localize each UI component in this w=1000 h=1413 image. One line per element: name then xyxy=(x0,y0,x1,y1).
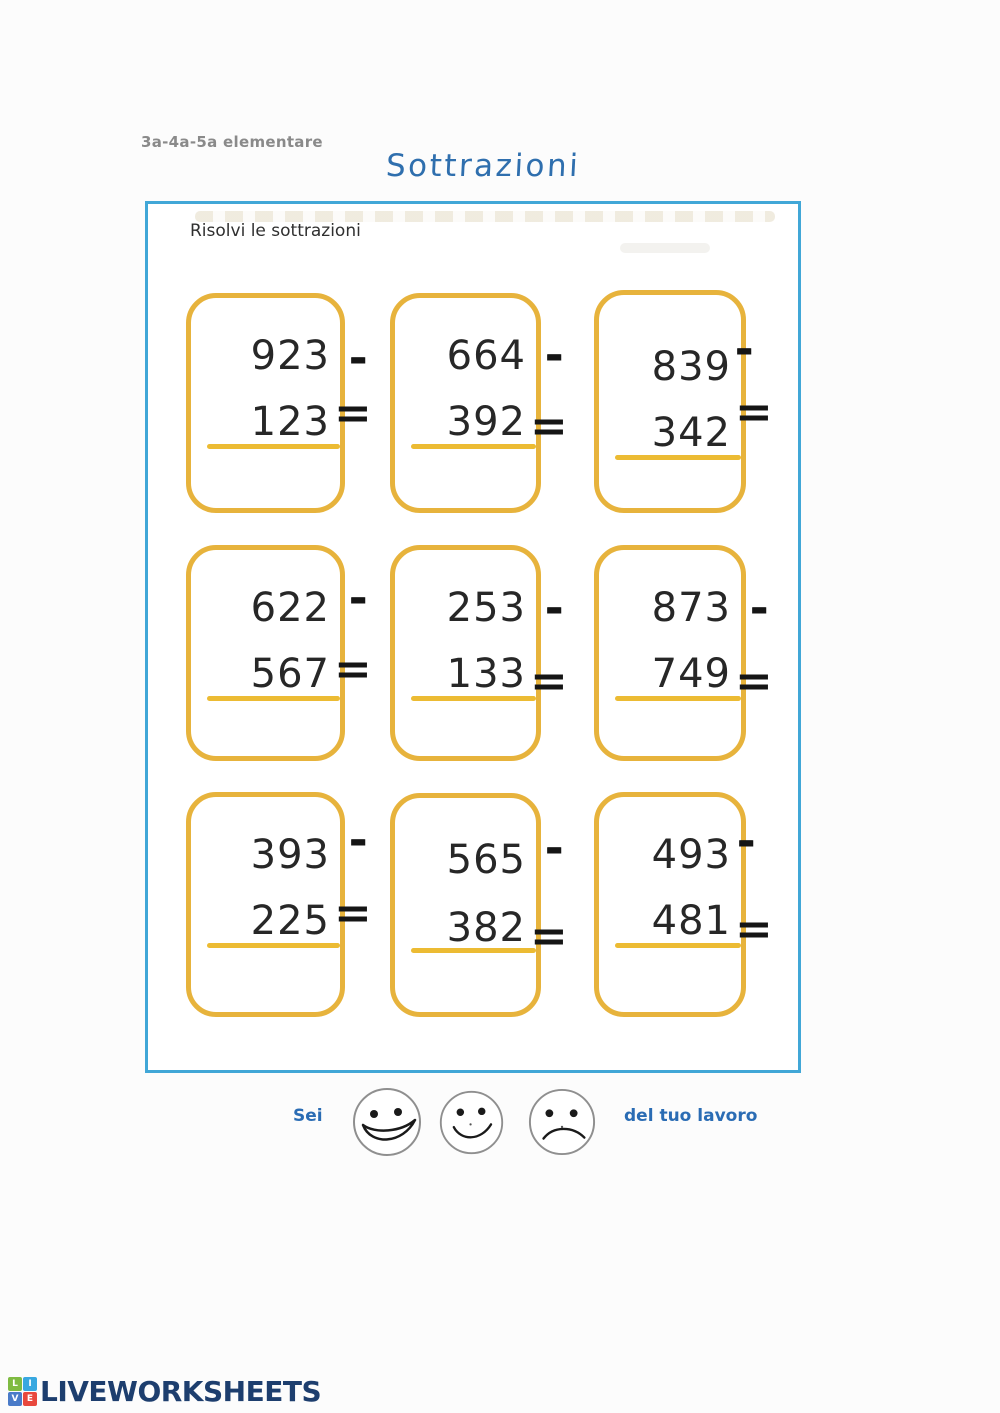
minuend: 664 xyxy=(446,333,526,379)
brand-name: LIVEWORKSHEETS xyxy=(40,1375,322,1408)
subtrahend: 481 xyxy=(651,898,731,944)
equals-operator: = xyxy=(530,656,567,707)
logo-tile: V xyxy=(8,1392,22,1406)
subtrahend: 133 xyxy=(446,651,526,697)
equals-operator: = xyxy=(735,387,772,438)
answer-line xyxy=(615,696,741,701)
answer-input[interactable] xyxy=(409,451,530,500)
subtraction-problem: 393 - 225 = xyxy=(186,792,371,1017)
feedback-option-smile[interactable] xyxy=(438,1089,505,1156)
subtraction-problem: 493 - 481 = xyxy=(594,792,772,1017)
minus-operator: - xyxy=(348,815,367,866)
answer-input[interactable] xyxy=(613,703,735,748)
subtraction-problem: 622 - 567 = xyxy=(186,545,371,761)
answer-input[interactable] xyxy=(409,955,530,1004)
subtraction-problem: 565 - 382 = xyxy=(390,793,567,1017)
minus-operator: - xyxy=(734,324,753,375)
answer-input[interactable] xyxy=(409,703,530,748)
subtraction-problem: 923 - 123 = xyxy=(186,293,371,513)
minuend: 873 xyxy=(651,585,731,631)
equals-operator: = xyxy=(334,888,371,939)
answer-input[interactable] xyxy=(205,703,334,748)
answer-line xyxy=(207,444,340,449)
subtrahend: 342 xyxy=(651,410,731,456)
subtraction-problem: 839 - 342 = xyxy=(594,290,772,513)
instruction-text: Risolvi le sottrazioni xyxy=(190,221,361,241)
minus-operator: - xyxy=(544,330,563,381)
minus-operator: - xyxy=(348,333,367,384)
answer-line xyxy=(411,948,536,953)
scan-artifact xyxy=(620,243,710,253)
subtrahend: 225 xyxy=(250,898,330,944)
minus-operator: - xyxy=(736,816,755,867)
page-title: Sottrazioni xyxy=(385,148,582,184)
answer-line xyxy=(411,696,536,701)
equals-operator: = xyxy=(735,656,772,707)
minuend: 923 xyxy=(250,333,330,379)
subtraction-problem: 664 - 392 = xyxy=(390,293,567,513)
subtrahend: 123 xyxy=(250,399,330,445)
minuend: 493 xyxy=(651,832,731,878)
subtrahend: 382 xyxy=(446,905,526,951)
equals-operator: = xyxy=(334,644,371,695)
grade-label: 3a-4a-5a elementare xyxy=(141,133,323,151)
minuend: 622 xyxy=(250,585,330,631)
equals-operator: = xyxy=(530,911,567,962)
equals-operator: = xyxy=(735,904,772,955)
liveworksheets-logo-icon: L I V E xyxy=(8,1377,37,1406)
answer-input[interactable] xyxy=(205,950,334,1004)
feedback-suffix-label: del tuo lavoro xyxy=(624,1106,758,1126)
liveworksheets-footer: L I V E LIVEWORKSHEETS xyxy=(8,1375,322,1408)
equals-operator: = xyxy=(530,401,567,452)
answer-line xyxy=(411,444,536,449)
smile-face-icon xyxy=(439,1090,504,1155)
equals-operator: = xyxy=(334,388,371,439)
subtrahend: 392 xyxy=(446,399,526,445)
answer-line xyxy=(207,696,340,701)
logo-tile: E xyxy=(23,1392,37,1406)
answer-input[interactable] xyxy=(613,950,735,1004)
answer-input[interactable] xyxy=(205,451,334,500)
answer-line xyxy=(207,943,340,948)
sad-face-icon xyxy=(528,1088,596,1156)
big-smile-face-icon xyxy=(353,1088,421,1156)
subtraction-problem: 253 - 133 = xyxy=(390,545,567,761)
feedback-option-sad[interactable] xyxy=(527,1087,597,1157)
subtrahend: 567 xyxy=(250,651,330,697)
minuend: 565 xyxy=(446,837,526,883)
minuend: 839 xyxy=(651,344,731,390)
scan-artifact xyxy=(195,211,775,222)
minuend: 253 xyxy=(446,585,526,631)
minus-operator: - xyxy=(348,573,367,624)
minuend: 393 xyxy=(250,832,330,878)
feedback-option-big-smile[interactable] xyxy=(351,1086,423,1158)
minus-operator: - xyxy=(544,823,563,874)
subtraction-problem: 873 - 749 = xyxy=(594,545,772,761)
feedback-prefix-label: Sei xyxy=(293,1106,323,1126)
minus-operator: - xyxy=(749,583,768,634)
answer-line xyxy=(615,455,741,460)
minus-operator: - xyxy=(544,583,563,634)
logo-tile: L xyxy=(8,1377,22,1391)
logo-tile: I xyxy=(23,1377,37,1391)
answer-line xyxy=(615,943,741,948)
answer-input[interactable] xyxy=(613,461,735,500)
subtrahend: 749 xyxy=(651,651,731,697)
